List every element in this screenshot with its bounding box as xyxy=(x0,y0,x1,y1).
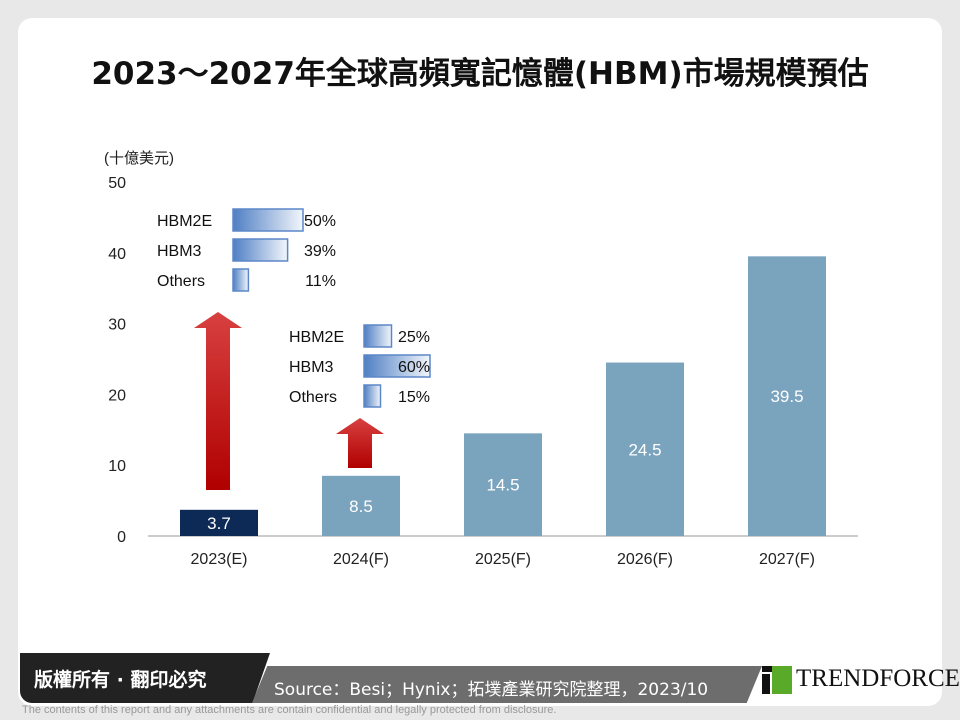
inset-label: HBM2E xyxy=(157,213,212,230)
y-tick-label: 20 xyxy=(108,387,126,404)
x-tick-label: 2024(F) xyxy=(333,551,389,568)
inset-label: HBM3 xyxy=(289,359,334,376)
bar xyxy=(748,256,826,536)
inset-label: Others xyxy=(157,273,205,290)
x-tick-label: 2025(F) xyxy=(475,551,531,568)
share-value: 25% xyxy=(398,329,430,346)
share-bar xyxy=(363,324,393,348)
bar xyxy=(322,475,400,536)
y-tick-label: 50 xyxy=(108,175,126,192)
data-label: 24.5 xyxy=(628,440,661,459)
x-tick-label: 2023(E) xyxy=(191,551,248,568)
y-tick-label: 10 xyxy=(108,458,126,475)
share-bar xyxy=(363,384,382,408)
share-bar xyxy=(363,354,431,378)
inset-label: Others xyxy=(289,389,337,406)
bar xyxy=(606,362,684,536)
copyright-text: 版權所有 · 翻印必究 xyxy=(34,669,207,691)
copyright-banner: 版權所有 · 翻印必究 xyxy=(20,653,270,703)
disclaimer: The contents of this report and any atta… xyxy=(22,704,557,716)
x-tick-label: 2027(F) xyxy=(759,551,815,568)
share-value: 39% xyxy=(304,243,336,260)
inset-label: HBM3 xyxy=(157,243,202,260)
share-value: 11% xyxy=(305,273,336,290)
y-tick-label: 30 xyxy=(108,317,126,334)
share-bar xyxy=(232,268,250,292)
share-bar xyxy=(232,238,289,262)
share-value: 50% xyxy=(304,213,336,230)
growth-arrow-icon xyxy=(336,418,384,468)
share-bar xyxy=(232,208,304,232)
source-text: Source：Besi；Hynix；拓墣產業研究院整理，2023/10 xyxy=(274,680,709,700)
y-tick-label: 40 xyxy=(108,246,126,263)
data-label: 14.5 xyxy=(486,476,519,495)
page-title: 2023～2027年全球高頻寬記憶體(HBM)市場規模預估 xyxy=(91,56,869,92)
logo-text: TRENDFORCE xyxy=(796,665,960,692)
share-value: 15% xyxy=(398,389,430,406)
y-axis-label: (十億美元) xyxy=(104,150,174,167)
inset-label: HBM2E xyxy=(289,329,344,346)
share-value: 60% xyxy=(398,359,430,376)
source-banner: Source：Besi；Hynix；拓墣產業研究院整理，2023/10 xyxy=(252,666,762,703)
logo-mark-icon xyxy=(762,664,792,694)
bar xyxy=(180,509,258,536)
bar xyxy=(464,433,542,536)
data-label: 3.7 xyxy=(207,514,231,533)
data-label: 8.5 xyxy=(349,497,373,516)
growth-arrow-icon xyxy=(194,312,242,490)
y-tick-label: 0 xyxy=(117,529,126,546)
trendforce-logo: TRENDFORCE xyxy=(762,664,960,694)
x-tick-label: 2026(F) xyxy=(617,551,673,568)
data-label: 39.5 xyxy=(770,387,803,406)
